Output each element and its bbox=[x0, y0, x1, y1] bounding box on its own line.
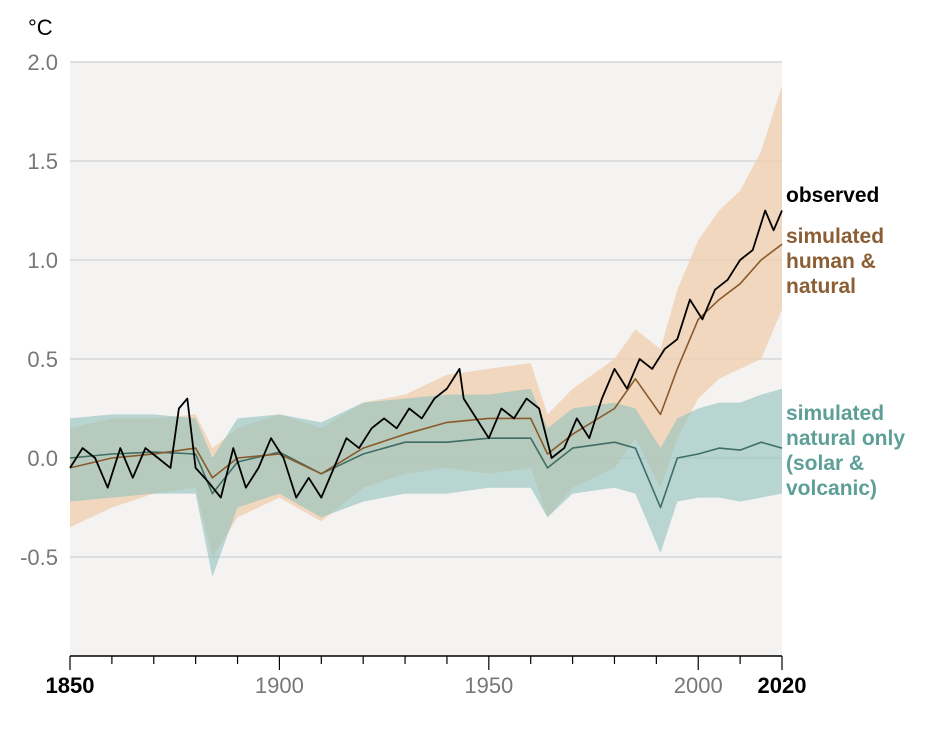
y-tick-label: 1.5 bbox=[27, 149, 58, 174]
series-label-line: observed bbox=[786, 184, 879, 207]
uncertainty-bands bbox=[70, 85, 782, 577]
series-label-line: natural only bbox=[786, 427, 905, 450]
human-natural-label: simulated human & natural bbox=[786, 225, 884, 298]
series-label-line: simulated bbox=[786, 402, 884, 425]
y-tick-label: 1.0 bbox=[27, 248, 58, 273]
observed-line bbox=[69, 209, 783, 499]
y-tick-label: 2.0 bbox=[27, 50, 58, 75]
natural-only-line bbox=[69, 437, 783, 509]
series-label-line: volcanic) bbox=[786, 477, 877, 500]
series-label-line: (solar & bbox=[786, 452, 864, 475]
grid-lines bbox=[70, 61, 782, 558]
natural-only-band bbox=[70, 388, 782, 577]
x-tick-label: 2020 bbox=[758, 673, 807, 698]
series-label-line: human & bbox=[786, 250, 876, 273]
y-tick-label: 0.5 bbox=[27, 347, 58, 372]
series-label-line: natural bbox=[786, 275, 856, 298]
y-unit-label: °C bbox=[28, 15, 53, 40]
axes: 2.0 1.5 1.0 0.5 0.0 -0.5 1850 1900 1950 2000 2020 bbox=[20, 50, 806, 698]
x-tick-label: 1950 bbox=[464, 673, 513, 698]
natural-only-label: simulated natural only (solar & volcanic) bbox=[786, 402, 905, 500]
x-tick-label: 1900 bbox=[255, 673, 304, 698]
observed-label: observed bbox=[786, 184, 879, 207]
series-label-line: simulated bbox=[786, 225, 884, 248]
x-tick-label: 2000 bbox=[674, 673, 723, 698]
series-lines bbox=[69, 209, 783, 509]
y-tick-label: -0.5 bbox=[20, 545, 58, 570]
human-natural-line bbox=[69, 243, 783, 479]
y-tick-label: 0.0 bbox=[27, 446, 58, 471]
x-tick-label: 1850 bbox=[46, 673, 95, 698]
